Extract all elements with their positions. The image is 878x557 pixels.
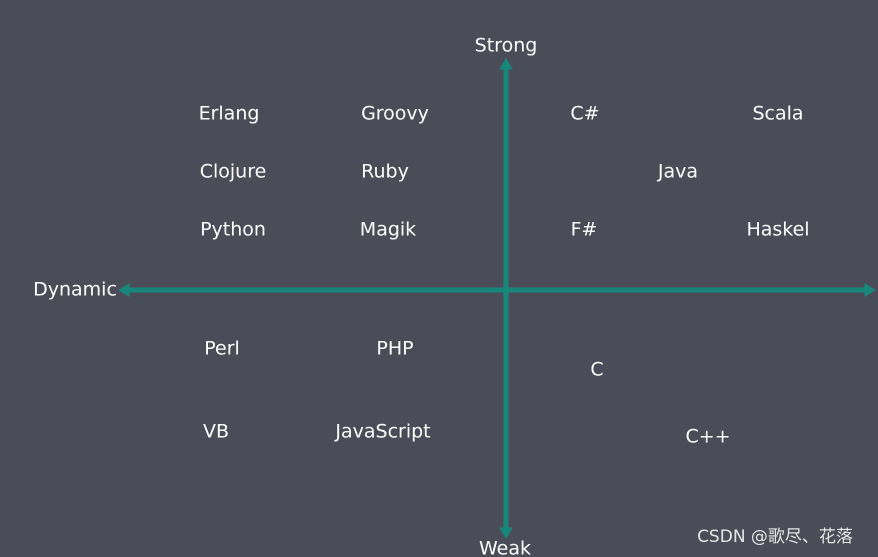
language: C++: [685, 426, 730, 448]
language: Java: [657, 161, 698, 183]
language: Magik: [360, 219, 416, 241]
arrow-right: [864, 283, 876, 297]
language: F#: [571, 219, 598, 241]
axis-label: Weak: [479, 538, 531, 557]
arrow-down: [499, 527, 513, 539]
axis-label: Dynamic: [33, 279, 117, 301]
language: JavaScript: [334, 421, 430, 443]
language: Groovy: [361, 103, 429, 125]
language: PHP: [376, 338, 413, 360]
arrow-left: [118, 283, 130, 297]
language: Scala: [752, 103, 803, 125]
language: Haskel: [746, 219, 809, 241]
language: Perl: [204, 338, 240, 360]
arrow-up: [499, 58, 513, 70]
language: Python: [200, 219, 266, 241]
axes: [118, 58, 876, 539]
language: Clojure: [200, 161, 267, 183]
language: Ruby: [361, 161, 409, 183]
language: VB: [203, 421, 229, 443]
language: C#: [570, 103, 599, 125]
axis-label: Strong: [475, 35, 538, 57]
watermark: CSDN @歌尽、花落: [697, 527, 853, 547]
language: C: [590, 359, 603, 381]
language: Erlang: [199, 103, 260, 125]
